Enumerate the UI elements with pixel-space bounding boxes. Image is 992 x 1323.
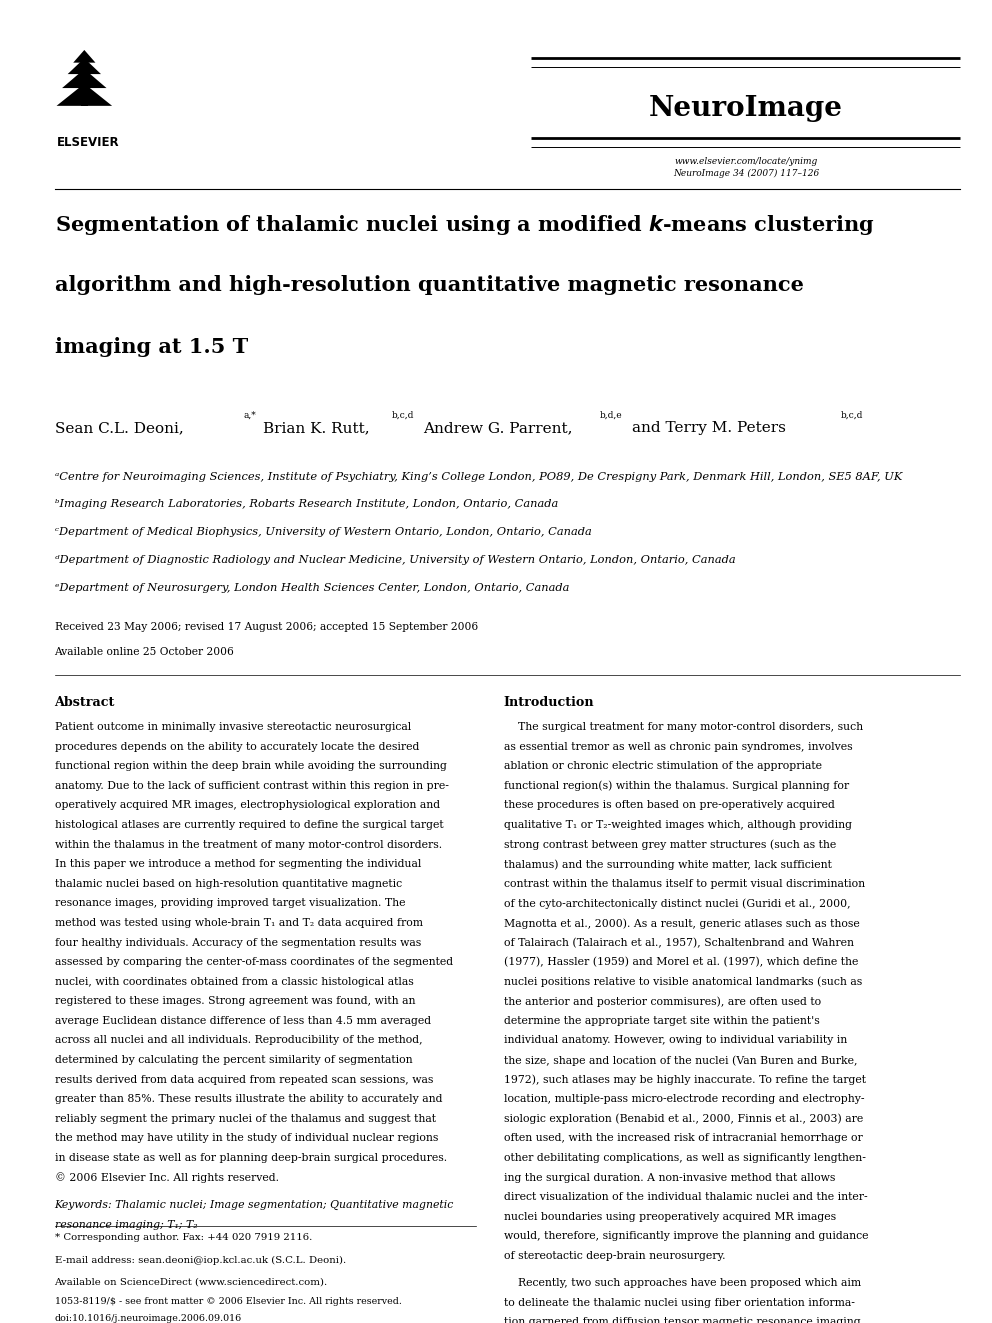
Text: Sean C.L. Deoni,: Sean C.L. Deoni, — [55, 421, 184, 435]
Text: doi:10.1016/j.neuroimage.2006.09.016: doi:10.1016/j.neuroimage.2006.09.016 — [55, 1314, 242, 1323]
Text: functional region within the deep brain while avoiding the surrounding: functional region within the deep brain … — [55, 761, 446, 771]
Text: thalamus) and the surrounding white matter, lack sufficient: thalamus) and the surrounding white matt… — [504, 859, 832, 869]
Text: Brian K. Rutt,: Brian K. Rutt, — [263, 421, 369, 435]
Text: assessed by comparing the center-of-mass coordinates of the segmented: assessed by comparing the center-of-mass… — [55, 957, 452, 967]
Text: within the thalamus in the treatment of many motor-control disorders.: within the thalamus in the treatment of … — [55, 840, 441, 849]
Text: nuclei boundaries using preoperatively acquired MR images: nuclei boundaries using preoperatively a… — [504, 1212, 836, 1221]
Text: ablation or chronic electric stimulation of the appropriate: ablation or chronic electric stimulation… — [504, 761, 822, 771]
Text: contrast within the thalamus itself to permit visual discrimination: contrast within the thalamus itself to p… — [504, 878, 865, 889]
Bar — [81, 91, 87, 106]
Text: E-mail address: sean.deoni@iop.kcl.ac.uk (S.C.L. Deoni).: E-mail address: sean.deoni@iop.kcl.ac.uk… — [55, 1256, 346, 1265]
Text: operatively acquired MR images, electrophysiological exploration and: operatively acquired MR images, electrop… — [55, 800, 439, 811]
Polygon shape — [67, 58, 101, 74]
Text: the method may have utility in the study of individual nuclear regions: the method may have utility in the study… — [55, 1134, 437, 1143]
Text: across all nuclei and all individuals. Reproducibility of the method,: across all nuclei and all individuals. R… — [55, 1036, 423, 1045]
Text: imaging at 1.5 T: imaging at 1.5 T — [55, 337, 248, 357]
Text: of stereotactic deep-brain neurosurgery.: of stereotactic deep-brain neurosurgery. — [504, 1250, 725, 1261]
Text: ing the surgical duration. A non-invasive method that allows: ing the surgical duration. A non-invasiv… — [504, 1172, 835, 1183]
Polygon shape — [62, 69, 106, 89]
Text: of the cyto-architectonically distinct nuclei (Guridi et al., 2000,: of the cyto-architectonically distinct n… — [504, 898, 850, 909]
Text: ᵇImaging Research Laboratories, Robarts Research Institute, London, Ontario, Can: ᵇImaging Research Laboratories, Robarts … — [55, 499, 558, 509]
Text: determined by calculating the percent similarity of segmentation: determined by calculating the percent si… — [55, 1054, 413, 1065]
Polygon shape — [73, 50, 95, 62]
Text: In this paper we introduce a method for segmenting the individual: In this paper we introduce a method for … — [55, 859, 421, 869]
Text: Keywords: Thalamic nuclei; Image segmentation; Quantitative magnetic: Keywords: Thalamic nuclei; Image segment… — [55, 1200, 454, 1211]
Text: reliably segment the primary nuclei of the thalamus and suggest that: reliably segment the primary nuclei of t… — [55, 1114, 435, 1123]
Text: would, therefore, significantly improve the planning and guidance: would, therefore, significantly improve … — [504, 1232, 868, 1241]
Text: The surgical treatment for many motor-control disorders, such: The surgical treatment for many motor-co… — [504, 722, 863, 732]
Text: Segmentation of thalamic nuclei using a modified $\mathbfit{k}$-means clustering: Segmentation of thalamic nuclei using a … — [55, 213, 874, 237]
Text: Available online 25 October 2006: Available online 25 October 2006 — [55, 647, 234, 656]
Text: resonance images, providing improved target visualization. The: resonance images, providing improved tar… — [55, 898, 405, 909]
Text: NeuroImage 34 (2007) 117–126: NeuroImage 34 (2007) 117–126 — [673, 169, 819, 179]
Text: often used, with the increased risk of intracranial hemorrhage or: often used, with the increased risk of i… — [504, 1134, 863, 1143]
Text: thalamic nuclei based on high-resolution quantitative magnetic: thalamic nuclei based on high-resolution… — [55, 878, 402, 889]
Text: greater than 85%. These results illustrate the ability to accurately and: greater than 85%. These results illustra… — [55, 1094, 442, 1105]
Text: Received 23 May 2006; revised 17 August 2006; accepted 15 September 2006: Received 23 May 2006; revised 17 August … — [55, 622, 478, 631]
Text: the anterior and posterior commisures), are often used to: the anterior and posterior commisures), … — [504, 996, 821, 1007]
Text: (1977), Hassler (1959) and Morel et al. (1997), which define the: (1977), Hassler (1959) and Morel et al. … — [504, 957, 858, 967]
Text: tion garnered from diffusion tensor magnetic resonance imaging: tion garnered from diffusion tensor magn… — [504, 1318, 861, 1323]
Text: resonance imaging; T₁; T₂: resonance imaging; T₁; T₂ — [55, 1220, 197, 1229]
Text: results derived from data acquired from repeated scan sessions, was: results derived from data acquired from … — [55, 1074, 433, 1085]
Text: © 2006 Elsevier Inc. All rights reserved.: © 2006 Elsevier Inc. All rights reserved… — [55, 1172, 279, 1183]
Text: 1053-8119/$ - see front matter © 2006 Elsevier Inc. All rights reserved.: 1053-8119/$ - see front matter © 2006 El… — [55, 1297, 402, 1306]
Text: a,*: a,* — [243, 410, 256, 419]
Text: algorithm and high-resolution quantitative magnetic resonance: algorithm and high-resolution quantitati… — [55, 275, 804, 295]
Text: ᵉDepartment of Neurosurgery, London Health Sciences Center, London, Ontario, Can: ᵉDepartment of Neurosurgery, London Heal… — [55, 582, 569, 593]
Text: ᵈDepartment of Diagnostic Radiology and Nuclear Medicine, University of Western : ᵈDepartment of Diagnostic Radiology and … — [55, 554, 735, 565]
Text: Available on ScienceDirect (www.sciencedirect.com).: Available on ScienceDirect (www.scienced… — [55, 1278, 327, 1287]
Text: procedures depends on the ability to accurately locate the desired: procedures depends on the ability to acc… — [55, 742, 419, 751]
Text: 1972), such atlases may be highly inaccurate. To refine the target: 1972), such atlases may be highly inaccu… — [504, 1074, 866, 1085]
Text: Magnotta et al., 2000). As a result, generic atlases such as those: Magnotta et al., 2000). As a result, gen… — [504, 918, 860, 929]
Text: Introduction: Introduction — [504, 696, 594, 709]
Text: ELSEVIER: ELSEVIER — [57, 136, 119, 149]
Text: ᶜDepartment of Medical Biophysics, University of Western Ontario, London, Ontari: ᶜDepartment of Medical Biophysics, Unive… — [55, 527, 591, 537]
Text: b,d,e: b,d,e — [600, 410, 623, 419]
Text: and Terry M. Peters: and Terry M. Peters — [632, 421, 786, 435]
Text: registered to these images. Strong agreement was found, with an: registered to these images. Strong agree… — [55, 996, 415, 1007]
Text: as essential tremor as well as chronic pain syndromes, involves: as essential tremor as well as chronic p… — [504, 742, 852, 751]
Text: other debilitating complications, as well as significantly lengthen-: other debilitating complications, as wel… — [504, 1152, 866, 1163]
Text: ᵃCentre for Neuroimaging Sciences, Institute of Psychiatry, King’s College Londo: ᵃCentre for Neuroimaging Sciences, Insti… — [55, 471, 902, 482]
Text: method was tested using whole-brain T₁ and T₂ data acquired from: method was tested using whole-brain T₁ a… — [55, 918, 423, 927]
Text: siologic exploration (Benabid et al., 2000, Finnis et al., 2003) are: siologic exploration (Benabid et al., 20… — [504, 1114, 863, 1125]
Text: Abstract: Abstract — [55, 696, 115, 709]
Polygon shape — [57, 83, 112, 106]
Text: strong contrast between grey matter structures (such as the: strong contrast between grey matter stru… — [504, 840, 836, 851]
Text: nuclei, with coordinates obtained from a classic histological atlas: nuclei, with coordinates obtained from a… — [55, 976, 414, 987]
Text: * Corresponding author. Fax: +44 020 7919 2116.: * Corresponding author. Fax: +44 020 791… — [55, 1233, 311, 1242]
Text: direct visualization of the individual thalamic nuclei and the inter-: direct visualization of the individual t… — [504, 1192, 868, 1203]
Text: functional region(s) within the thalamus. Surgical planning for: functional region(s) within the thalamus… — [504, 781, 849, 791]
Text: Recently, two such approaches have been proposed which aim: Recently, two such approaches have been … — [504, 1278, 861, 1289]
Text: average Euclidean distance difference of less than 4.5 mm averaged: average Euclidean distance difference of… — [55, 1016, 431, 1025]
Text: b,c,d: b,c,d — [392, 410, 415, 419]
Text: individual anatomy. However, owing to individual variability in: individual anatomy. However, owing to in… — [504, 1036, 847, 1045]
Text: NeuroImage: NeuroImage — [649, 95, 843, 122]
Text: to delineate the thalamic nuclei using fiber orientation informa-: to delineate the thalamic nuclei using f… — [504, 1298, 855, 1308]
Text: in disease state as well as for planning deep-brain surgical procedures.: in disease state as well as for planning… — [55, 1152, 446, 1163]
Text: four healthy individuals. Accuracy of the segmentation results was: four healthy individuals. Accuracy of th… — [55, 938, 421, 947]
Text: b,c,d: b,c,d — [841, 410, 864, 419]
Text: anatomy. Due to the lack of sufficient contrast within this region in pre-: anatomy. Due to the lack of sufficient c… — [55, 781, 448, 791]
Text: the size, shape and location of the nuclei (Van Buren and Burke,: the size, shape and location of the nucl… — [504, 1054, 857, 1065]
Text: histological atlases are currently required to define the surgical target: histological atlases are currently requi… — [55, 820, 443, 830]
Text: location, multiple-pass micro-electrode recording and electrophy-: location, multiple-pass micro-electrode … — [504, 1094, 864, 1105]
Text: www.elsevier.com/locate/ynimg: www.elsevier.com/locate/ynimg — [675, 157, 817, 167]
Text: Patient outcome in minimally invasive stereotactic neurosurgical: Patient outcome in minimally invasive st… — [55, 722, 411, 732]
Text: of Talairach (Talairach et al., 1957), Schaltenbrand and Wahren: of Talairach (Talairach et al., 1957), S… — [504, 938, 854, 947]
Text: these procedures is often based on pre-operatively acquired: these procedures is often based on pre-o… — [504, 800, 835, 811]
Text: nuclei positions relative to visible anatomical landmarks (such as: nuclei positions relative to visible ana… — [504, 976, 862, 987]
Text: qualitative T₁ or T₂-weighted images which, although providing: qualitative T₁ or T₂-weighted images whi… — [504, 820, 852, 830]
Text: determine the appropriate target site within the patient's: determine the appropriate target site wi… — [504, 1016, 819, 1025]
Text: Andrew G. Parrent,: Andrew G. Parrent, — [424, 421, 573, 435]
